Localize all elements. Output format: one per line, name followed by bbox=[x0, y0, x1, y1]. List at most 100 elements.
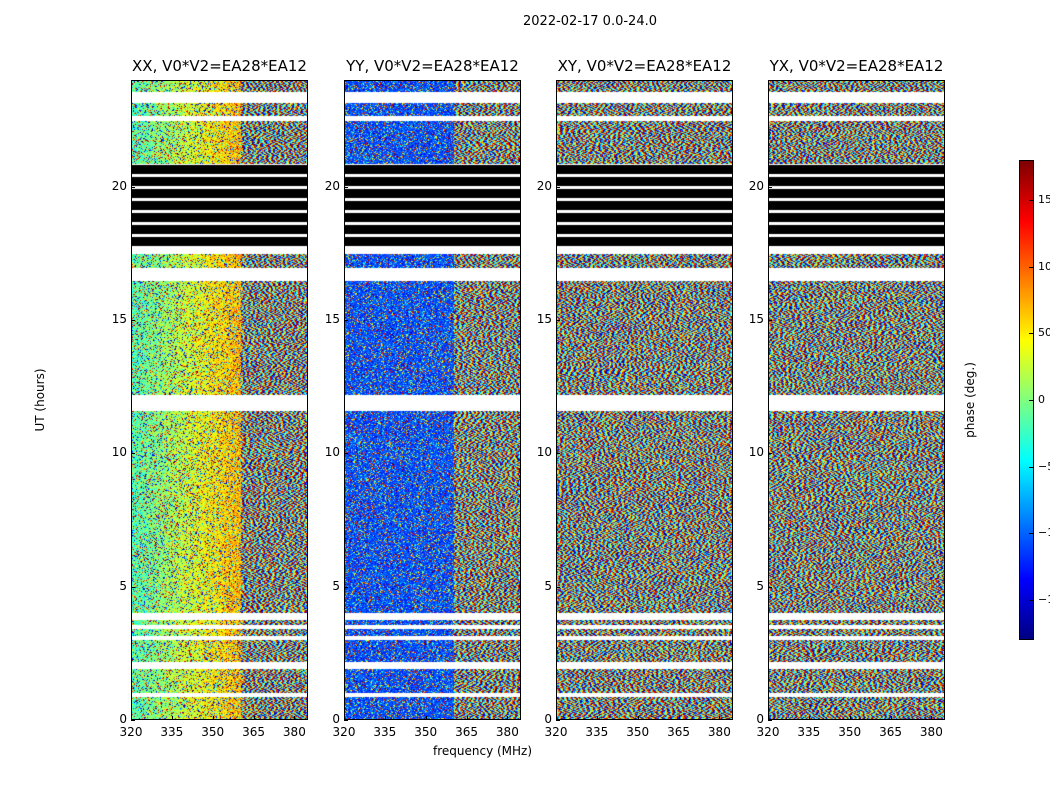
x-tick-mark bbox=[171, 716, 173, 720]
x-tick-mark bbox=[768, 716, 769, 720]
colorbar-tick-label: −50 bbox=[1038, 459, 1050, 473]
colorbar-label: phase (deg.) bbox=[963, 362, 977, 438]
x-tick-label: 335 bbox=[373, 725, 397, 739]
x-tick-mark bbox=[719, 716, 721, 720]
colorbar-tick-label: 0 bbox=[1038, 393, 1045, 406]
y-tick-label: 15 bbox=[324, 312, 340, 326]
y-tick-label: 0 bbox=[332, 712, 340, 726]
y-tick-label: 10 bbox=[536, 445, 552, 460]
colorbar-tick-mark bbox=[1029, 533, 1034, 535]
heatmap-panel-1: XX, V0*V2=EA28*EA12 0 5 10 15 20 320 335 350 365 3… bbox=[112, 57, 308, 747]
x-tick-label: 320 bbox=[332, 725, 356, 739]
x-tick-mark bbox=[637, 716, 639, 720]
x-tick-mark bbox=[384, 716, 386, 720]
y-tick-mark bbox=[344, 320, 348, 321]
x-tick-label: 320 bbox=[756, 725, 780, 739]
y-tick-mark bbox=[768, 720, 772, 721]
y-tick-label: 10 bbox=[111, 445, 127, 460]
x-axis-label: frequency (MHz) bbox=[433, 744, 533, 758]
colorbar-tick-label: 150 bbox=[1038, 193, 1050, 206]
y-tick-label: 5 bbox=[332, 578, 340, 593]
y-tick-mark bbox=[344, 186, 348, 188]
x-tick-mark bbox=[131, 716, 132, 720]
y-tick-label: 20 bbox=[748, 178, 764, 193]
colorbar-tick-mark bbox=[1029, 400, 1034, 401]
y-tick-label: 20 bbox=[111, 178, 127, 193]
y-tick-mark bbox=[131, 586, 135, 588]
y-tick-mark bbox=[768, 453, 772, 455]
x-tick-label: 365 bbox=[879, 725, 902, 739]
y-tick-label: 5 bbox=[756, 578, 764, 593]
colorbar-tick-label: −100 bbox=[1038, 526, 1050, 540]
y-tick-mark bbox=[556, 586, 560, 588]
y-tick-label: 0 bbox=[544, 712, 552, 726]
y-tick-label: 15 bbox=[111, 312, 127, 326]
x-tick-label: 350 bbox=[626, 725, 650, 739]
panel-title: XY, V0*V2=EA28*EA12 bbox=[557, 57, 732, 75]
y-tick-label: 10 bbox=[748, 445, 764, 460]
x-tick-label: 335 bbox=[797, 725, 821, 739]
colorbar-tick-label: 50 bbox=[1038, 326, 1050, 340]
x-tick-label: 350 bbox=[201, 725, 225, 739]
x-tick-mark bbox=[890, 716, 892, 720]
x-tick-mark bbox=[931, 716, 933, 720]
heatmap-plot-area bbox=[344, 80, 521, 720]
y-tick-mark bbox=[131, 720, 135, 721]
x-tick-label: 335 bbox=[160, 725, 184, 739]
y-tick-mark bbox=[556, 320, 560, 321]
colorbar-tick-label: −150 bbox=[1038, 593, 1050, 606]
x-tick-label: 380 bbox=[282, 725, 306, 739]
y-tick-label: 5 bbox=[544, 578, 552, 593]
colorbar-tick-mark bbox=[1029, 200, 1034, 201]
y-tick-mark bbox=[131, 453, 135, 455]
y-tick-label: 15 bbox=[748, 312, 764, 326]
x-tick-mark bbox=[344, 716, 345, 720]
x-tick-mark bbox=[253, 716, 255, 720]
x-tick-mark bbox=[678, 716, 680, 720]
heatmap-panel-4: YX, V0*V2=EA28*EA12 0 5 10 15 20 320 335 350 365 3… bbox=[749, 57, 945, 747]
y-tick-label: 10 bbox=[324, 445, 340, 460]
colorbar-tick-label: 100 bbox=[1038, 259, 1050, 273]
y-tick-label: 0 bbox=[756, 712, 764, 726]
figure-title: 2022-02-17 0.0-24.0 bbox=[523, 14, 657, 29]
heatmap-plot-area bbox=[131, 80, 308, 720]
x-tick-label: 365 bbox=[242, 725, 265, 739]
heatmap-cells bbox=[557, 81, 732, 719]
x-tick-mark bbox=[425, 716, 427, 720]
y-tick-mark bbox=[344, 720, 348, 721]
heatmap-cells bbox=[345, 81, 520, 719]
y-tick-mark bbox=[131, 320, 135, 321]
colorbar-gradient bbox=[1020, 161, 1033, 639]
x-tick-label: 380 bbox=[707, 725, 731, 739]
y-tick-mark bbox=[556, 453, 560, 455]
y-tick-mark bbox=[768, 586, 772, 588]
heatmap-panel-3: XY, V0*V2=EA28*EA12 0 5 10 15 20 320 335 350 365 3… bbox=[537, 57, 733, 747]
colorbar-tick-mark bbox=[1029, 266, 1034, 268]
panel-title: XX, V0*V2=EA28*EA12 bbox=[132, 57, 307, 75]
x-tick-label: 365 bbox=[667, 725, 690, 739]
y-axis-label: UT (hours) bbox=[33, 368, 47, 432]
colorbar-tick-mark bbox=[1029, 466, 1034, 468]
x-tick-mark bbox=[212, 716, 214, 720]
y-tick-mark bbox=[556, 186, 560, 188]
x-tick-mark bbox=[556, 716, 557, 720]
x-tick-label: 320 bbox=[544, 725, 568, 739]
x-tick-label: 380 bbox=[495, 725, 519, 739]
y-tick-mark bbox=[768, 186, 772, 188]
y-tick-mark bbox=[344, 586, 348, 588]
x-tick-mark bbox=[507, 716, 509, 720]
x-tick-mark bbox=[294, 716, 296, 720]
x-tick-label: 320 bbox=[119, 725, 143, 739]
colorbar-tick-mark bbox=[1029, 333, 1034, 335]
colorbar-tick-mark bbox=[1029, 600, 1034, 601]
y-tick-label: 0 bbox=[119, 712, 127, 726]
y-tick-label: 15 bbox=[536, 312, 552, 326]
x-tick-label: 380 bbox=[919, 725, 943, 739]
heatmap-plot-area bbox=[556, 80, 733, 720]
y-tick-mark bbox=[344, 453, 348, 455]
x-tick-label: 365 bbox=[455, 725, 478, 739]
y-tick-mark bbox=[768, 320, 772, 321]
x-tick-label: 350 bbox=[414, 725, 438, 739]
panel-title: YX, V0*V2=EA28*EA12 bbox=[769, 57, 944, 75]
x-tick-mark bbox=[596, 716, 598, 720]
